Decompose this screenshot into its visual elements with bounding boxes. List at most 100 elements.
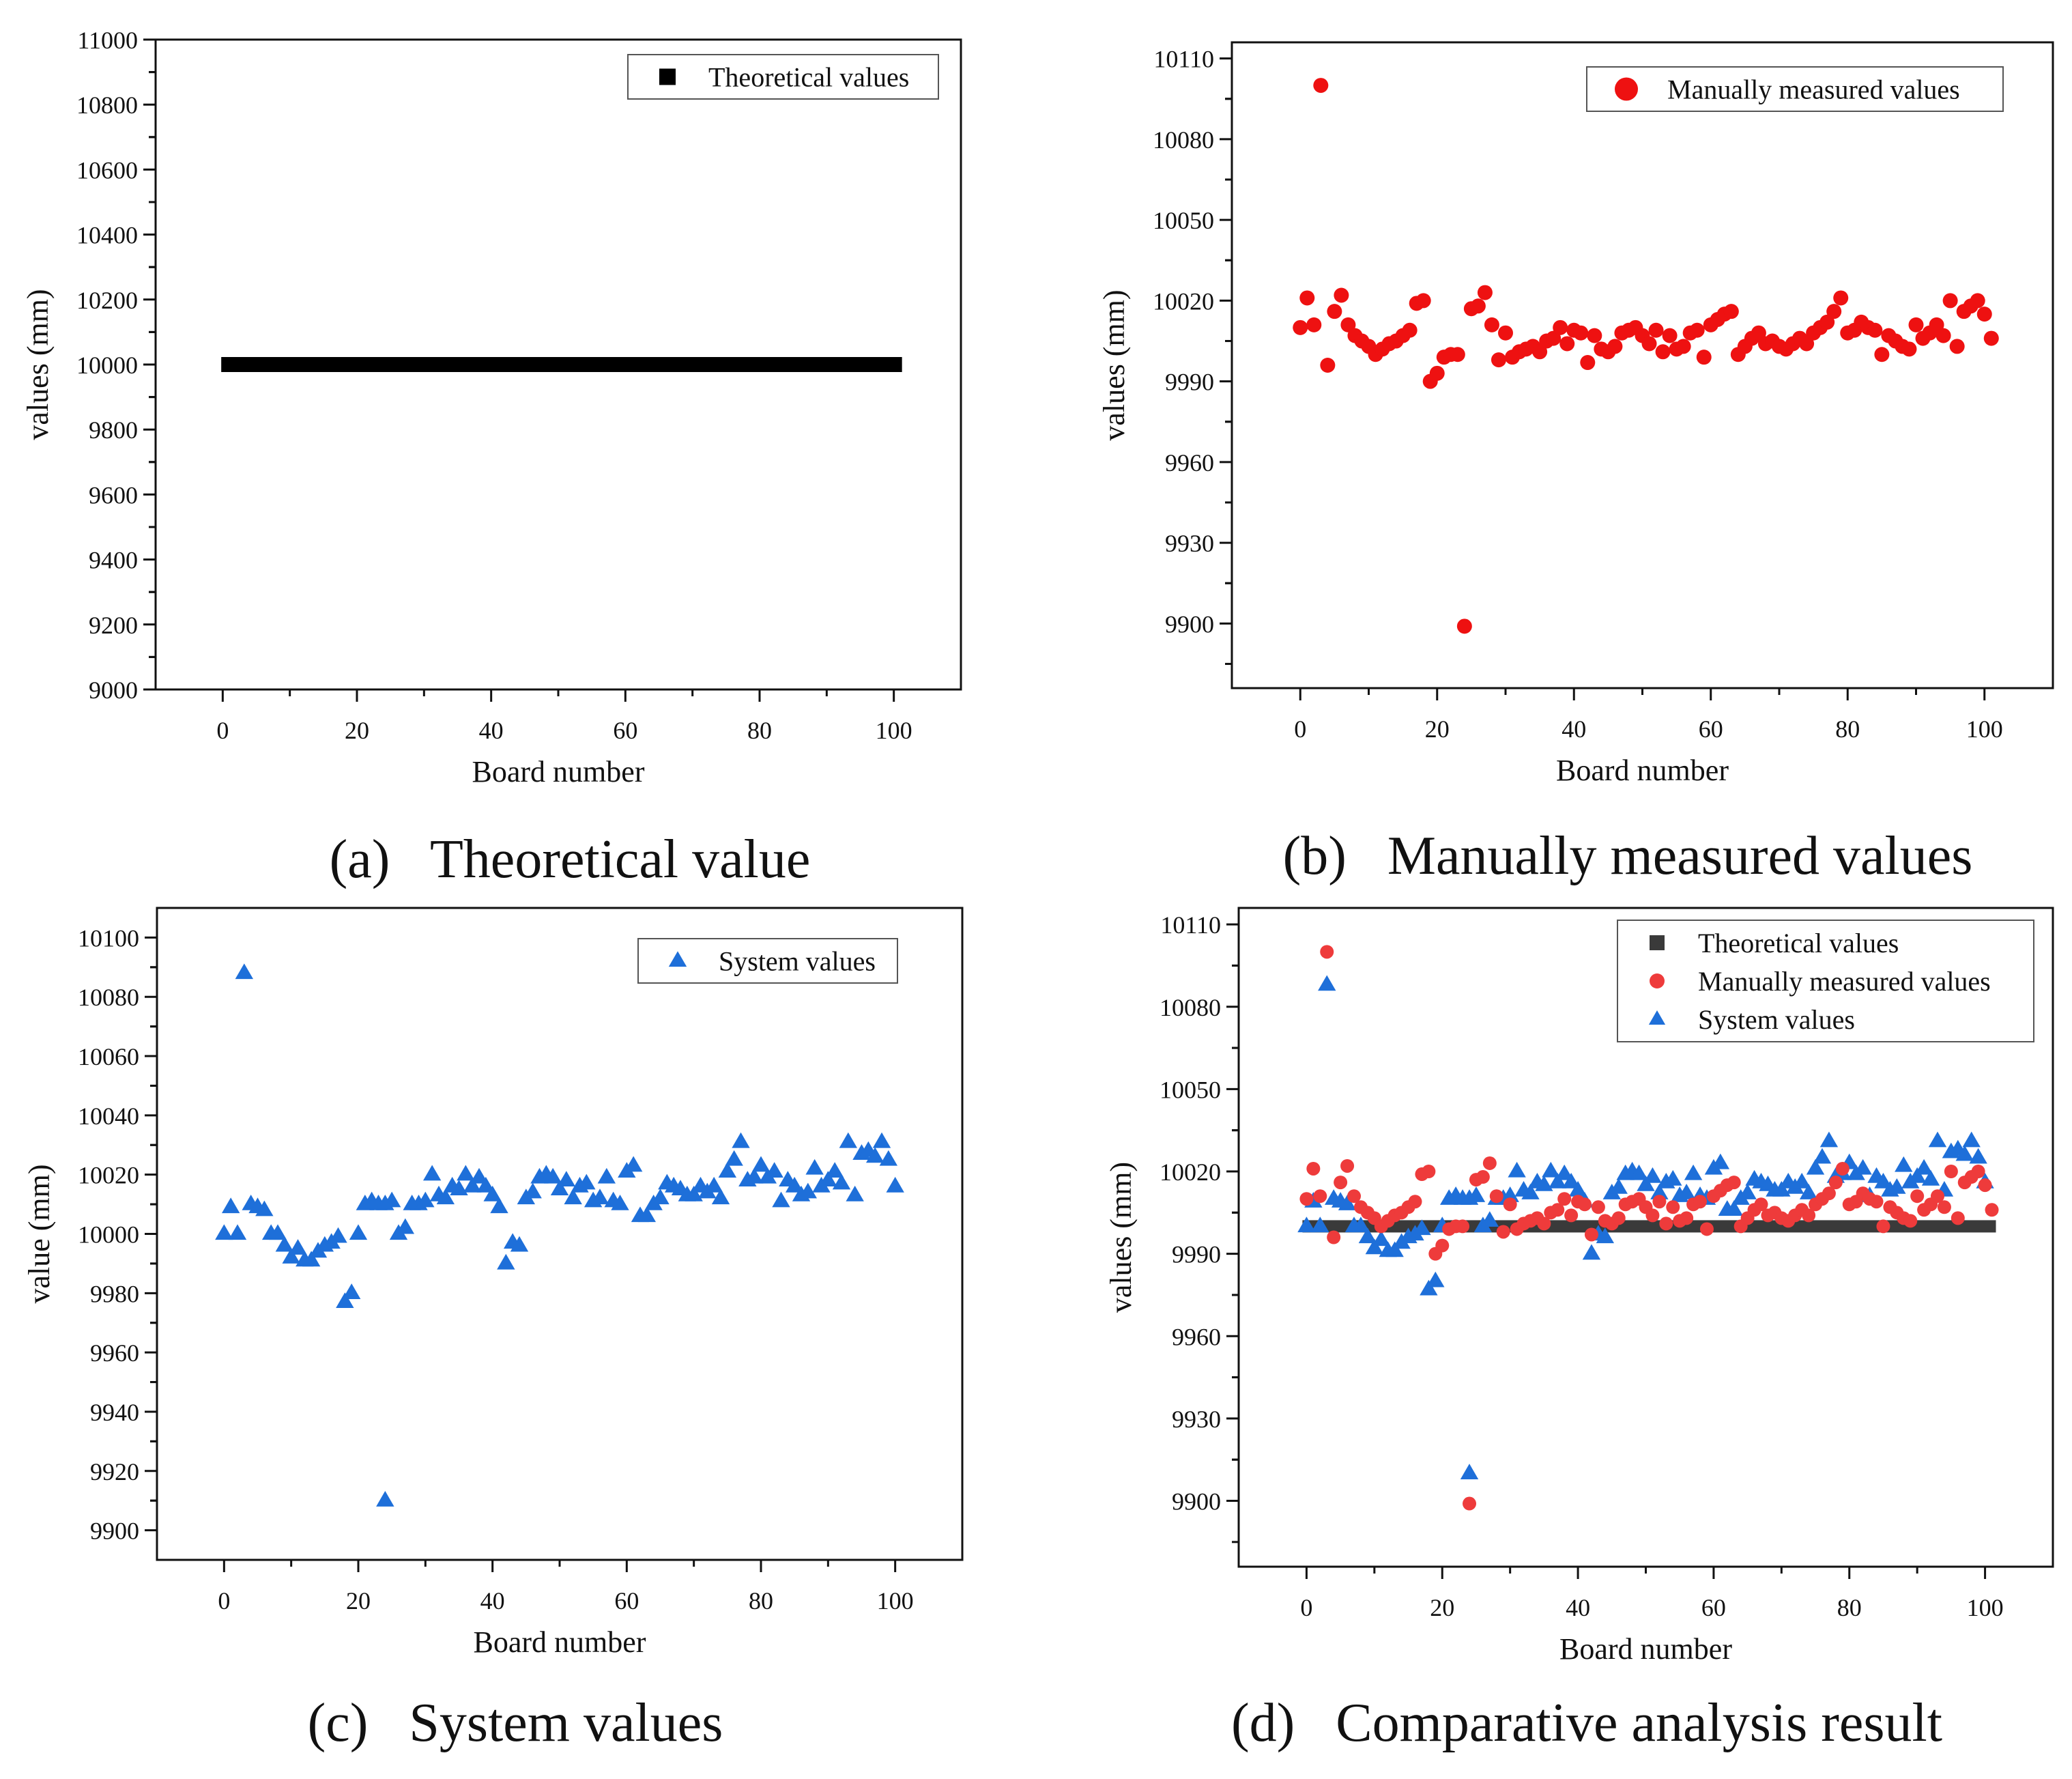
data-point-system bbox=[1792, 1172, 1811, 1189]
data-point-system bbox=[564, 1189, 582, 1205]
data-point-manual bbox=[1476, 1170, 1490, 1184]
data-point-manual bbox=[1477, 285, 1493, 300]
y-tick-label: 9990 bbox=[1165, 369, 1214, 396]
data-point-system bbox=[611, 1194, 629, 1210]
data-point-manual bbox=[1693, 1195, 1708, 1209]
data-point-manual bbox=[1937, 1200, 1951, 1214]
data-point-system bbox=[510, 1236, 529, 1252]
data-point-system bbox=[1318, 975, 1336, 991]
data-point-manual bbox=[1450, 347, 1465, 362]
data-point-manual bbox=[1826, 304, 1842, 319]
data-point-manual bbox=[1659, 1216, 1673, 1231]
data-point-manual bbox=[1578, 1197, 1592, 1212]
data-point-system bbox=[1365, 1238, 1384, 1255]
data-point-system bbox=[1568, 1181, 1587, 1197]
data-point-manual bbox=[1929, 317, 1944, 332]
data-point-system bbox=[550, 1180, 569, 1196]
data-point-system bbox=[704, 1176, 723, 1193]
data-point-manual bbox=[1503, 1197, 1517, 1212]
data-point-system bbox=[1799, 1184, 1818, 1199]
data-point-manual bbox=[1680, 1211, 1694, 1225]
data-point-manual bbox=[1985, 1203, 1999, 1217]
data-point-manual bbox=[1930, 1189, 1944, 1204]
data-point-manual bbox=[1754, 1197, 1768, 1212]
legend bbox=[1586, 66, 2004, 112]
x-tick-label: 40 bbox=[479, 717, 504, 744]
y-tick-label: 9400 bbox=[89, 547, 138, 574]
x-tick-label: 60 bbox=[1701, 1594, 1726, 1621]
data-point-manual bbox=[1910, 1189, 1925, 1204]
data-point-manual bbox=[1652, 1195, 1667, 1209]
data-point-manual bbox=[1903, 1214, 1918, 1228]
x-tick-label: 100 bbox=[1967, 1594, 2004, 1621]
data-point-system bbox=[1677, 1184, 1696, 1199]
x-tick-label: 60 bbox=[613, 717, 637, 744]
data-point-manual bbox=[1327, 304, 1342, 319]
x-tick-label: 100 bbox=[876, 717, 912, 744]
data-point-system bbox=[215, 1224, 233, 1240]
data-point-manual bbox=[1799, 336, 1815, 352]
y-tick-label: 10080 bbox=[1153, 126, 1214, 154]
data-point-system bbox=[1582, 1244, 1601, 1260]
data-point-manual bbox=[1422, 1165, 1436, 1178]
y-tick-label: 10600 bbox=[76, 156, 138, 184]
legend bbox=[1617, 920, 2034, 1042]
data-point-manual bbox=[1313, 1189, 1327, 1204]
data-point-manual bbox=[1553, 319, 1568, 335]
x-tick-label: 80 bbox=[749, 1587, 773, 1614]
data-point-manual bbox=[1327, 1230, 1341, 1244]
data-point-system bbox=[1630, 1164, 1648, 1180]
y-tick-label: 10110 bbox=[1153, 46, 1214, 73]
data-point-system bbox=[289, 1239, 307, 1255]
data-point-system bbox=[1555, 1164, 1574, 1180]
data-point-system bbox=[349, 1224, 368, 1240]
data-point-system bbox=[557, 1171, 576, 1187]
data-point-manual bbox=[1645, 1208, 1660, 1223]
data-point-manual bbox=[1313, 78, 1329, 94]
y-tick-label: 9600 bbox=[89, 481, 138, 509]
data-point-system bbox=[745, 1167, 764, 1184]
data-point-system bbox=[1854, 1158, 1872, 1175]
data-point-system bbox=[1521, 1184, 1540, 1199]
data-point-manual bbox=[1435, 1238, 1450, 1253]
data-point-system bbox=[765, 1162, 783, 1178]
data-point-system bbox=[886, 1176, 904, 1193]
data-point-system bbox=[1888, 1178, 1906, 1194]
data-point-manual bbox=[1306, 1161, 1321, 1176]
data-point-system bbox=[457, 1165, 475, 1181]
legend-label: System values bbox=[1698, 1004, 1855, 1035]
data-point-manual bbox=[1532, 344, 1548, 360]
data-point-system bbox=[1813, 1148, 1832, 1164]
data-point-manual bbox=[1751, 325, 1766, 341]
data-point-manual bbox=[1666, 1200, 1680, 1214]
data-point-manual bbox=[1822, 1186, 1836, 1201]
data-point-system bbox=[1596, 1227, 1615, 1244]
data-point-system bbox=[302, 1251, 321, 1267]
data-point-system bbox=[718, 1162, 737, 1178]
data-point-system bbox=[490, 1197, 508, 1214]
data-point-system bbox=[476, 1176, 495, 1193]
legend-marker bbox=[668, 951, 687, 967]
data-point-system bbox=[1420, 1279, 1438, 1296]
data-point-manual bbox=[1299, 1192, 1314, 1206]
data-point-manual bbox=[1819, 314, 1835, 330]
data-point-manual bbox=[1869, 1195, 1884, 1209]
y-tick-label: 9960 bbox=[1165, 449, 1214, 476]
x-tick-label: 60 bbox=[1699, 715, 1723, 743]
data-point-system bbox=[1664, 1169, 1682, 1186]
x-tick-label: 0 bbox=[1294, 715, 1306, 743]
y-tick-label: 10080 bbox=[78, 984, 139, 1011]
y-tick-label: 9000 bbox=[89, 677, 138, 704]
data-point-system bbox=[543, 1167, 562, 1184]
y-axis-label: values (mm) bbox=[21, 289, 55, 440]
data-point-system bbox=[1711, 1153, 1730, 1169]
data-point-system bbox=[839, 1132, 858, 1148]
data-point-system bbox=[1650, 1184, 1669, 1199]
data-point-system bbox=[825, 1162, 844, 1178]
y-tick-label: 9960 bbox=[90, 1339, 139, 1367]
data-point-system bbox=[1508, 1161, 1526, 1178]
data-point-system bbox=[637, 1206, 657, 1223]
data-point-manual bbox=[1306, 317, 1322, 332]
data-point-manual bbox=[1835, 1161, 1850, 1176]
data-point-system bbox=[1806, 1158, 1825, 1175]
